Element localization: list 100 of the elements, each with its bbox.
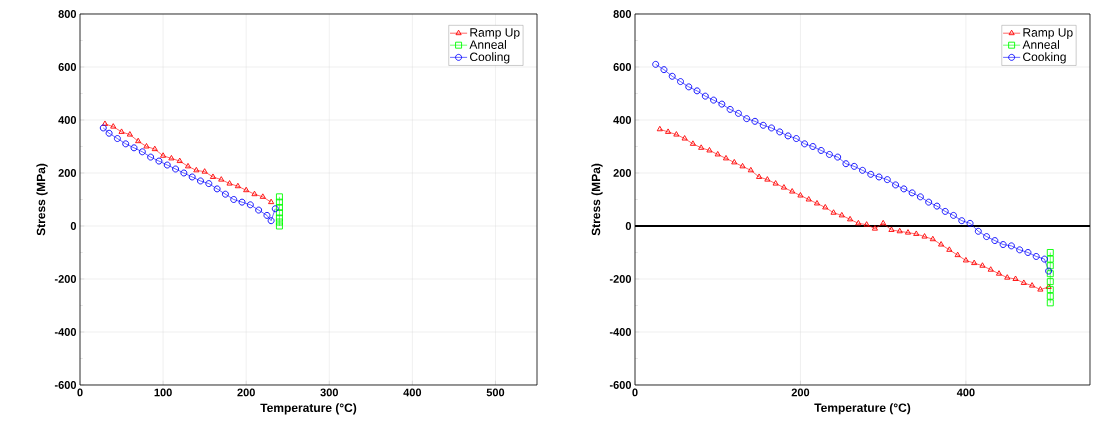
x-tick-label: 300 xyxy=(320,388,338,397)
point xyxy=(971,259,978,266)
point xyxy=(656,125,663,132)
point xyxy=(739,162,746,169)
point xyxy=(184,162,192,169)
point xyxy=(734,109,742,117)
point xyxy=(950,211,957,219)
point xyxy=(243,186,250,193)
y-tick-label: 400 xyxy=(613,116,632,124)
y-tick-label: 600 xyxy=(58,63,77,71)
point xyxy=(751,117,759,125)
point xyxy=(900,185,908,193)
point xyxy=(938,241,945,247)
point xyxy=(759,121,767,129)
point xyxy=(880,219,887,226)
point xyxy=(1046,278,1054,286)
point xyxy=(979,262,986,268)
point xyxy=(160,152,167,158)
point xyxy=(838,211,845,218)
point xyxy=(987,266,994,272)
point xyxy=(780,184,787,190)
point xyxy=(718,100,726,108)
point xyxy=(933,202,941,210)
point xyxy=(230,196,238,203)
point xyxy=(105,129,113,137)
point xyxy=(883,176,891,184)
point xyxy=(1046,286,1054,294)
point xyxy=(805,196,812,202)
point xyxy=(693,87,701,95)
y-tick-label: 0 xyxy=(70,222,77,230)
point xyxy=(929,235,936,242)
x-axis-title: Temperature (°C) xyxy=(260,403,357,415)
point xyxy=(946,246,953,252)
point xyxy=(275,214,283,222)
point xyxy=(855,219,862,226)
point xyxy=(941,207,949,215)
point xyxy=(213,185,221,193)
point xyxy=(706,147,713,153)
point xyxy=(263,211,271,219)
point xyxy=(101,120,108,126)
point xyxy=(234,182,241,189)
point xyxy=(1046,255,1054,263)
point xyxy=(660,66,668,74)
point xyxy=(255,206,263,214)
point xyxy=(991,237,999,245)
point xyxy=(809,143,817,150)
y-tick-label: 0 xyxy=(625,222,632,230)
point xyxy=(822,203,829,210)
point xyxy=(913,230,920,236)
point xyxy=(130,144,138,152)
point xyxy=(99,124,107,132)
point xyxy=(1046,292,1054,300)
point xyxy=(226,180,233,186)
legend-label: Ramp Up xyxy=(1023,28,1073,40)
point xyxy=(863,221,870,227)
legend-label: Ramp Up xyxy=(470,28,520,40)
point xyxy=(1037,286,1044,292)
legend-label: Cooking xyxy=(1023,52,1066,64)
point xyxy=(830,209,837,215)
point xyxy=(847,215,854,222)
point xyxy=(875,173,883,181)
point xyxy=(275,198,283,206)
point xyxy=(1032,253,1040,260)
point xyxy=(205,180,213,188)
point xyxy=(731,158,738,165)
point xyxy=(147,153,155,161)
point xyxy=(238,198,246,206)
point xyxy=(747,166,754,173)
point xyxy=(764,176,771,182)
y-axis-title: Stress (MPa) xyxy=(36,163,48,236)
point xyxy=(193,166,200,173)
point xyxy=(768,124,775,132)
point xyxy=(904,229,912,235)
point xyxy=(714,150,721,157)
point xyxy=(275,193,283,201)
point xyxy=(813,200,821,206)
point xyxy=(797,192,804,198)
point xyxy=(999,241,1007,248)
point xyxy=(138,148,146,156)
legend-label: Anneal xyxy=(1022,40,1060,49)
x-tick-label: 0 xyxy=(77,388,83,397)
point xyxy=(172,165,180,173)
point xyxy=(197,177,204,185)
y-tick-label: 200 xyxy=(613,169,632,177)
point xyxy=(221,190,229,198)
point xyxy=(792,135,800,142)
point xyxy=(710,96,718,104)
point xyxy=(163,161,171,169)
point xyxy=(1046,299,1054,307)
point xyxy=(180,169,188,177)
point xyxy=(267,217,275,225)
point xyxy=(1024,249,1032,256)
point xyxy=(251,190,258,197)
point xyxy=(1046,249,1054,256)
x-tick-label: 200 xyxy=(791,388,810,397)
point xyxy=(698,144,705,150)
point xyxy=(1029,282,1036,288)
point xyxy=(188,173,196,181)
point xyxy=(259,193,266,199)
point xyxy=(701,92,709,100)
